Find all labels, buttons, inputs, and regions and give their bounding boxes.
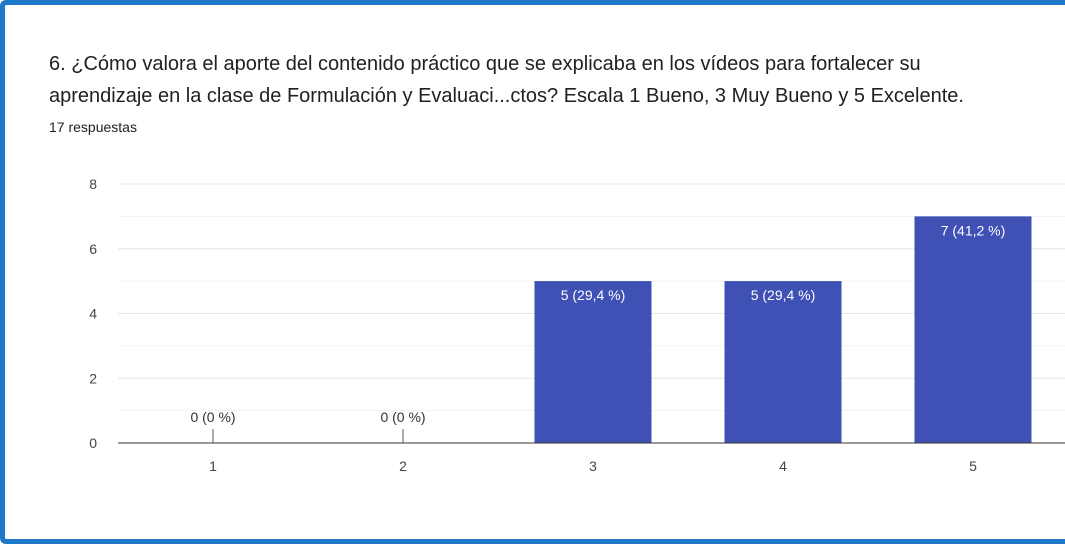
data-label: 0 (0 %) — [380, 409, 425, 425]
bar — [915, 216, 1032, 443]
data-label: 0 (0 %) — [190, 409, 235, 425]
y-tick-label: 8 — [89, 176, 97, 192]
bar — [535, 281, 652, 443]
x-tick-label: 1 — [209, 458, 217, 474]
data-label: 5 (29,4 %) — [561, 287, 626, 303]
y-tick-label: 2 — [89, 370, 97, 386]
x-tick-label: 2 — [399, 458, 407, 474]
x-tick-label: 3 — [589, 458, 597, 474]
x-tick-label: 4 — [779, 458, 787, 474]
bars — [213, 216, 1032, 443]
y-axis-ticks: 0 2 4 6 8 — [89, 176, 97, 451]
y-tick-label: 6 — [89, 241, 97, 257]
x-axis-ticks: 1 2 3 4 5 — [209, 458, 977, 474]
bar — [725, 281, 842, 443]
x-tick-label: 5 — [969, 458, 977, 474]
y-tick-label: 0 — [89, 435, 97, 451]
y-tick-label: 4 — [89, 306, 97, 322]
data-label: 5 (29,4 %) — [751, 287, 816, 303]
data-label: 7 (41,2 %) — [941, 222, 1006, 238]
